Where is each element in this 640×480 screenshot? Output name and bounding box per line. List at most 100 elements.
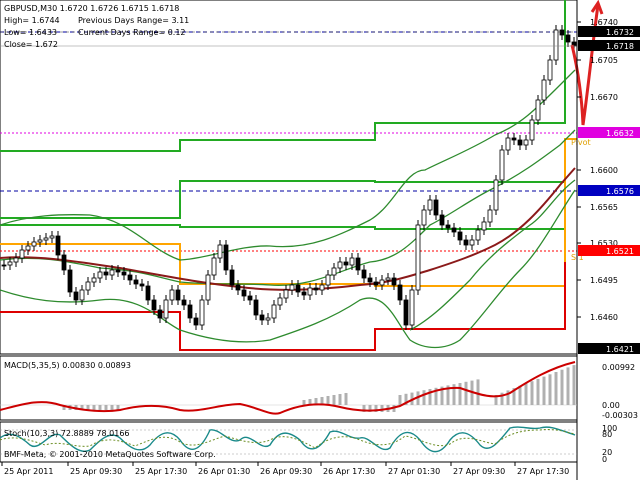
- macd-hist-bar: [344, 393, 348, 405]
- macd-hist-bar: [320, 397, 324, 405]
- macd-hist-bar: [332, 395, 336, 405]
- candle-body: [535, 99, 541, 121]
- candle-body: [463, 239, 469, 246]
- stoch-tick-label: 20: [602, 448, 612, 457]
- macd-pane[interactable]: MACD(5,35,5) 0.00830 0.00893 0.00992 0.00…: [0, 355, 638, 421]
- candle-body: [235, 284, 241, 291]
- candle-body: [127, 274, 133, 281]
- time-tick-label: 25 Apr 17:30: [135, 467, 187, 476]
- price-tick-label: 1.6740: [590, 18, 618, 27]
- candle-body: [415, 224, 421, 291]
- candle-body: [211, 257, 217, 276]
- candle-body: [79, 289, 85, 301]
- macd-hist-bar: [524, 383, 528, 405]
- candle-body: [445, 224, 451, 229]
- candle-body: [307, 287, 313, 296]
- macd-hist-bar: [548, 374, 552, 405]
- price-tag-box: [578, 127, 640, 138]
- macd-hist-bar: [542, 376, 546, 405]
- candle-body: [457, 231, 463, 241]
- previous-days-range-text: Previous Days Range= 3.11: [78, 16, 189, 25]
- candle-body: [19, 249, 25, 259]
- macd-hist-bar: [458, 383, 462, 405]
- candle-body: [349, 257, 355, 266]
- macd-hist-bar: [368, 405, 372, 412]
- candle-body: [313, 287, 319, 291]
- stoch-tick-label: 100: [602, 424, 617, 433]
- candle-body: [475, 229, 481, 241]
- candle-body: [301, 291, 307, 296]
- candle-body: [331, 267, 337, 276]
- candle-body: [367, 277, 373, 283]
- candle-body: [403, 299, 409, 326]
- candle-body: [409, 289, 415, 326]
- macd-hist-bar: [302, 400, 306, 405]
- price-tag-label: 1.6421: [606, 345, 634, 354]
- candle-body: [103, 271, 109, 276]
- time-tick-label: 25 Apr 09:30: [70, 467, 122, 476]
- price-tag-label: 1.6732: [606, 28, 634, 37]
- time-tick-label: 26 Apr 01:30: [198, 467, 250, 476]
- candle-body: [151, 299, 157, 311]
- candle-body: [133, 279, 139, 285]
- candle-body: [295, 284, 301, 293]
- candle-body: [559, 29, 565, 36]
- macd-hist-bar: [512, 388, 516, 405]
- candle-body: [523, 139, 529, 146]
- candle-body: [277, 297, 283, 306]
- symbol-ohlc-text: GBPUSD,M30 1.6720 1.6726 1.6715 1.6718: [4, 4, 179, 13]
- candle-body: [25, 245, 31, 251]
- macd-hist-bar: [98, 405, 102, 410]
- macd-title: MACD(5,35,5) 0.00830 0.00893: [4, 361, 131, 370]
- price-tick-label: 1.6705: [590, 56, 618, 65]
- daily-high-line: [0, 0, 566, 152]
- macd-hist-bar: [554, 372, 558, 405]
- price-tag-label: 1.6718: [606, 42, 634, 51]
- price-tick-label: 1.6495: [590, 276, 618, 285]
- macd-hist-bar: [560, 369, 564, 405]
- macd-hist-bar: [326, 396, 330, 405]
- macd-tick-label: 0.00: [602, 401, 620, 410]
- time-axis[interactable]: 25 Apr 2011 25 Apr 09:30 25 Apr 17:30 26 Ap…: [1, 462, 569, 476]
- macd-hist-bar: [374, 405, 378, 412]
- envelope-upper-line: [0, 180, 565, 219]
- candle-body: [325, 274, 331, 286]
- time-tick-label: 27 Apr 17:30: [517, 467, 569, 476]
- macd-tick-label: 0.00992: [602, 363, 635, 372]
- price-tag-label: 1.6632: [606, 129, 634, 138]
- candle-body: [7, 261, 13, 266]
- candle-body: [247, 295, 253, 301]
- current-days-range-text: Current Days Range= 0.12: [78, 28, 186, 37]
- candle-body: [85, 281, 91, 291]
- price-tag-label: 1.6576: [606, 187, 634, 196]
- candle-body: [67, 269, 73, 293]
- price-tag-label: 1.6521: [606, 247, 634, 256]
- candle-body: [439, 214, 445, 226]
- candle-body: [511, 137, 517, 141]
- candle-body: [361, 269, 367, 279]
- bollinger-upper-band: [0, 69, 576, 261]
- candle-body: [115, 269, 121, 273]
- candle-body: [391, 277, 397, 286]
- macd-signal-line: [0, 361, 576, 415]
- pivot-label: Pivot: [571, 138, 591, 147]
- macd-hist-bar: [500, 392, 504, 405]
- stoch-tick-label: 0: [602, 455, 607, 464]
- price-pane[interactable]: GBPUSD,M30 1.6720 1.6726 1.6715 1.6718 H…: [0, 0, 604, 355]
- price-tick-label: 1.6460: [590, 313, 618, 322]
- price-tag-box: [578, 245, 640, 256]
- macd-hist-bar: [380, 405, 384, 412]
- macd-hist-bar: [566, 367, 570, 405]
- candle-body: [13, 257, 19, 263]
- macd-hist-bar: [362, 405, 366, 412]
- candle-body: [547, 59, 553, 81]
- price-tick-label: 1.6670: [590, 93, 618, 102]
- time-tick-label: 26 Apr 09:30: [260, 467, 312, 476]
- time-tick-label: 26 Apr 17:30: [323, 467, 375, 476]
- candle-body: [205, 274, 211, 301]
- candle-body: [229, 269, 235, 286]
- candle-body: [379, 279, 385, 286]
- macd-hist-bar: [404, 393, 408, 405]
